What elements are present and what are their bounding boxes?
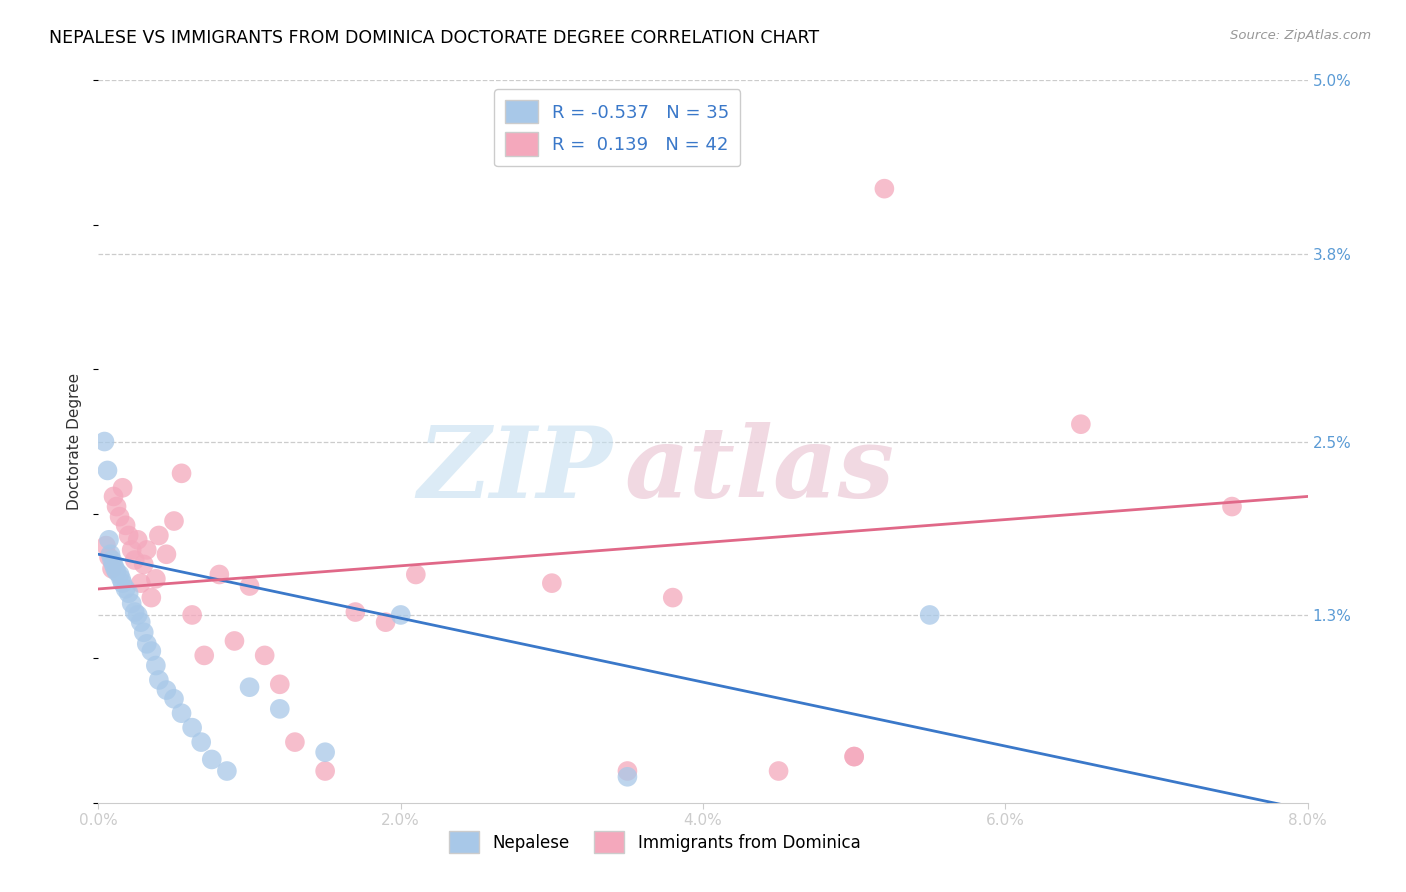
Point — [163, 514, 186, 528]
Point — [344, 605, 367, 619]
Point — [239, 579, 262, 593]
Text: ZIP: ZIP — [418, 422, 613, 518]
Point — [148, 528, 170, 542]
Point — [101, 553, 124, 567]
Point — [389, 607, 412, 622]
Point — [135, 637, 157, 651]
Point — [181, 721, 204, 735]
Text: NEPALESE VS IMMIGRANTS FROM DOMINICA DOCTORATE DEGREE CORRELATION CHART: NEPALESE VS IMMIGRANTS FROM DOMINICA DOC… — [49, 29, 820, 46]
Point — [94, 539, 117, 553]
Point — [284, 735, 307, 749]
Point — [108, 567, 131, 582]
Point — [269, 702, 291, 716]
Text: Source: ZipAtlas.com: Source: ZipAtlas.com — [1230, 29, 1371, 42]
Point — [208, 567, 231, 582]
Point — [201, 752, 224, 766]
Text: atlas: atlas — [624, 422, 894, 518]
Point — [129, 576, 152, 591]
Point — [844, 749, 866, 764]
Point — [103, 490, 125, 504]
Point — [118, 528, 141, 542]
Point — [118, 586, 141, 600]
Point — [170, 706, 193, 721]
Point — [181, 607, 204, 622]
Point — [314, 745, 336, 759]
Point — [540, 576, 562, 591]
Point — [269, 677, 291, 691]
Point — [314, 764, 336, 778]
Point — [155, 683, 177, 698]
Point — [141, 644, 163, 658]
Point — [148, 673, 170, 687]
Point — [132, 625, 155, 640]
Point — [121, 596, 143, 610]
Point — [170, 467, 193, 481]
Point — [1220, 500, 1243, 514]
Point — [111, 481, 134, 495]
Point — [918, 607, 941, 622]
Point — [224, 634, 246, 648]
Point — [100, 547, 122, 561]
Point — [873, 182, 896, 196]
Point — [145, 572, 167, 586]
Point — [239, 680, 262, 694]
Point — [768, 764, 790, 778]
Point — [110, 572, 132, 586]
Point — [844, 749, 866, 764]
Point — [96, 463, 118, 477]
Point — [193, 648, 215, 663]
Point — [132, 558, 155, 572]
Point — [190, 735, 212, 749]
Point — [103, 558, 125, 572]
Point — [127, 533, 149, 547]
Point — [135, 542, 157, 557]
Point — [93, 434, 115, 449]
Point — [1070, 417, 1092, 432]
Point — [405, 567, 427, 582]
Point — [141, 591, 163, 605]
Point — [121, 542, 143, 557]
Point — [661, 591, 683, 605]
Point — [163, 691, 186, 706]
Point — [124, 605, 146, 619]
Point — [101, 562, 124, 576]
Point — [155, 547, 177, 561]
Point — [215, 764, 238, 778]
Point — [253, 648, 276, 663]
Point — [98, 550, 121, 565]
Point — [108, 509, 131, 524]
Point — [127, 607, 149, 622]
Legend: Nepalese, Immigrants from Dominica: Nepalese, Immigrants from Dominica — [441, 825, 868, 860]
Point — [129, 615, 152, 630]
Point — [616, 764, 638, 778]
Point — [114, 582, 136, 596]
Point — [105, 565, 128, 579]
Point — [104, 562, 127, 576]
Point — [374, 615, 396, 630]
Point — [98, 533, 121, 547]
Point — [616, 770, 638, 784]
Point — [145, 658, 167, 673]
Point — [114, 518, 136, 533]
Point — [105, 500, 128, 514]
Y-axis label: Doctorate Degree: Doctorate Degree — [67, 373, 83, 510]
Point — [111, 576, 134, 591]
Point — [124, 553, 146, 567]
